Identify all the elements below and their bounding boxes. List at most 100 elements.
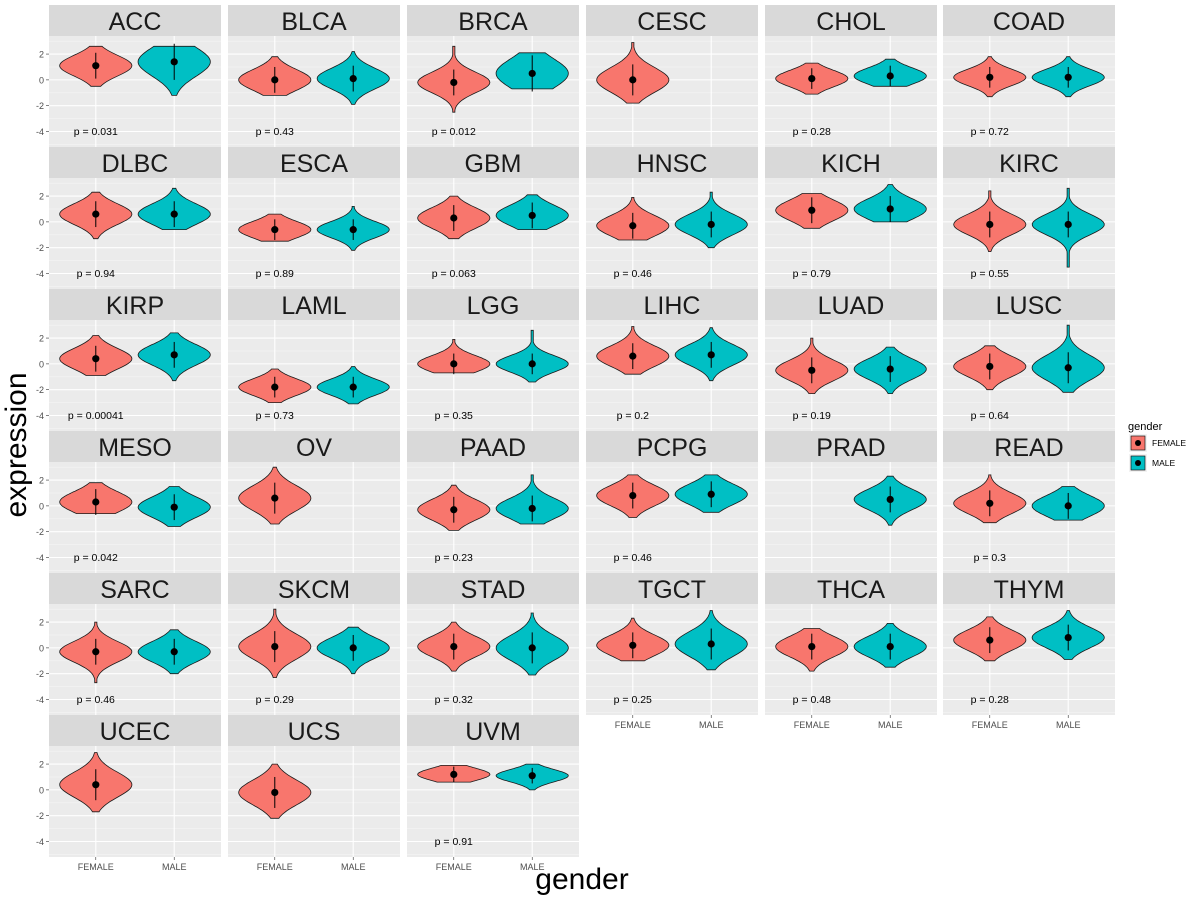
mean-point-female	[271, 788, 279, 797]
strip-label: LUSC	[996, 292, 1063, 320]
facet-panel-coad: COAD p = 0.72	[943, 5, 1115, 147]
mean-point-female	[450, 506, 458, 514]
strip-background	[765, 431, 937, 462]
strip-label: GBM	[465, 150, 522, 178]
legend-point	[1135, 460, 1141, 466]
p-value-label: p = 0.042	[74, 552, 118, 564]
mean-point-male	[170, 648, 178, 656]
p-value-label: p = 0.28	[971, 694, 1009, 706]
y-tick-label: -2	[36, 811, 44, 821]
panel-background	[765, 604, 937, 715]
mean-point-female	[629, 641, 637, 649]
strip-background	[765, 147, 937, 178]
p-value-label: p = 0.3	[974, 552, 1007, 564]
legend-entry-female: FEMALE	[1129, 434, 1186, 452]
strip-label: STAD	[461, 576, 526, 604]
strip-background	[943, 289, 1115, 320]
facet-panel-uvm: UVM p = 0.91 FEMALE MALE	[407, 715, 579, 872]
strip-background	[228, 431, 400, 462]
mean-point-female	[271, 642, 279, 651]
strip-label: OV	[296, 434, 332, 462]
legend: gender FEMALE MALE	[1128, 421, 1186, 472]
mean-point-female	[92, 498, 100, 506]
y-tick-label: 2	[39, 760, 44, 770]
panel-background	[407, 746, 579, 857]
strip-label: UCEC	[100, 718, 171, 746]
mean-point-male	[1064, 73, 1072, 81]
p-value-label: p = 0.48	[793, 694, 831, 706]
x-tick-label: MALE	[1056, 720, 1081, 730]
legend-point	[1135, 440, 1141, 446]
strip-background	[49, 431, 221, 462]
strip-label: LAML	[281, 292, 346, 320]
mean-point-female	[450, 360, 458, 368]
facet-panel-chol: CHOL p = 0.28	[765, 5, 937, 147]
strip-label: PRAD	[816, 434, 885, 462]
y-tick-label: 2	[39, 476, 44, 486]
strip-background	[586, 573, 758, 604]
p-value-label: p = 0.35	[435, 410, 473, 422]
mean-point-male	[528, 360, 536, 368]
y-tick-label: -2	[36, 243, 44, 253]
legend-label: MALE	[1152, 458, 1175, 468]
facet-panel-blca: BLCA p = 0.43	[228, 5, 400, 147]
strip-background	[943, 431, 1115, 462]
strip-background	[586, 147, 758, 178]
mean-point-male	[170, 503, 178, 511]
p-value-label: p = 0.91	[435, 836, 473, 848]
y-tick-label: 0	[39, 75, 44, 85]
facet-panel-stad: STAD p = 0.32	[407, 573, 579, 715]
y-tick-label: -4	[36, 837, 44, 847]
panel-background	[765, 36, 937, 147]
facet-panel-ov: OV	[228, 431, 400, 573]
facet-panel-laml: LAML p = 0.73	[228, 289, 400, 431]
mean-point-male	[349, 74, 357, 83]
x-tick-label: FEMALE	[78, 862, 114, 872]
strip-background	[49, 715, 221, 746]
p-value-label: p = 0.72	[971, 126, 1009, 138]
p-value-label: p = 0.55	[971, 268, 1009, 280]
mean-point-male	[528, 772, 536, 780]
y-axis-label: expression	[0, 372, 33, 517]
legend-entry-male: MALE	[1129, 454, 1175, 472]
mean-point-female	[808, 74, 816, 83]
p-value-label: p = 0.79	[793, 268, 831, 280]
strip-label: MESO	[98, 434, 172, 462]
facet-panel-meso: MESO 2 0 -2 -4 p = 0.042	[36, 431, 221, 573]
facet-panel-cesc: CESC	[586, 5, 758, 147]
x-tick-label: FEMALE	[257, 862, 293, 872]
mean-point-male	[528, 644, 536, 652]
mean-point-male	[707, 640, 715, 648]
mean-point-male	[1064, 220, 1072, 229]
strip-background	[228, 5, 400, 36]
strip-label: THYM	[994, 576, 1065, 604]
p-value-label: p = 0.25	[614, 694, 652, 706]
mean-point-male	[886, 205, 894, 213]
strip-label: LIHC	[644, 292, 701, 320]
facet-panel-tgct: TGCT p = 0.25 FEMALE MALE	[586, 573, 758, 730]
facet-panel-luad: LUAD p = 0.19	[765, 289, 937, 431]
mean-point-female	[92, 210, 100, 218]
panel-background	[586, 320, 758, 431]
strip-label: LGG	[467, 292, 520, 320]
strip-label: COAD	[993, 8, 1065, 36]
strip-label: THCA	[817, 576, 885, 604]
y-tick-label: 0	[39, 217, 44, 227]
strip-label: ACC	[109, 8, 162, 36]
x-tick-label: MALE	[520, 862, 545, 872]
strip-label: READ	[994, 434, 1063, 462]
p-value-label: p = 0.19	[793, 410, 831, 422]
y-tick-label: -4	[36, 695, 44, 705]
facet-panels: ACC 2 0 -2 -4 p = 0.031 BLCA p = 0.43 BRCA p = 0.…	[36, 5, 1115, 872]
y-tick-label: -4	[36, 411, 44, 421]
p-value-label: p = 0.031	[74, 126, 118, 138]
facet-panel-thym: THYM p = 0.28 FEMALE MALE	[943, 573, 1115, 730]
strip-label: HNSC	[637, 150, 708, 178]
mean-point-female	[808, 642, 816, 651]
mean-point-female	[450, 642, 458, 651]
strip-background	[765, 5, 937, 36]
strip-background	[228, 573, 400, 604]
facet-panel-gbm: GBM p = 0.063	[407, 147, 579, 289]
p-value-label: p = 0.64	[971, 410, 1009, 422]
panel-background	[765, 178, 937, 289]
